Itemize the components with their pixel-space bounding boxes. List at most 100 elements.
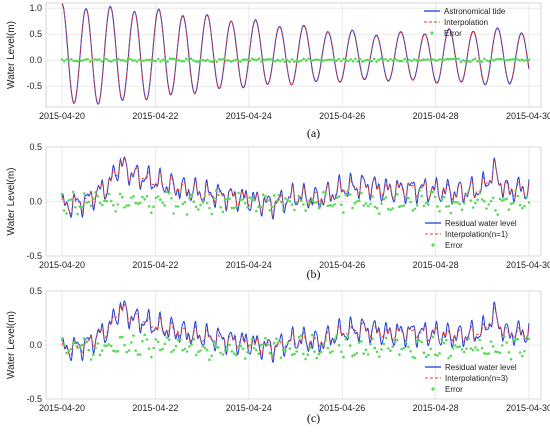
error-point xyxy=(357,199,361,203)
error-point xyxy=(445,205,448,208)
error-point xyxy=(234,58,237,62)
error-point xyxy=(462,59,465,62)
error-point xyxy=(304,209,307,212)
error-point xyxy=(181,349,184,352)
error-point xyxy=(100,349,104,352)
error-point xyxy=(323,59,327,62)
error-point xyxy=(462,201,466,205)
error-point xyxy=(93,58,97,61)
error-point xyxy=(293,352,296,356)
error-point xyxy=(141,339,144,343)
error-point xyxy=(246,206,249,209)
error-point xyxy=(436,354,439,357)
error-point xyxy=(427,203,430,206)
error-point xyxy=(107,59,111,62)
error-point xyxy=(133,59,136,62)
error-point xyxy=(523,204,526,208)
error-point xyxy=(107,192,111,196)
error-point xyxy=(134,201,137,205)
error-point xyxy=(416,339,419,343)
error-point xyxy=(349,58,352,61)
error-point xyxy=(128,57,132,61)
error-point xyxy=(259,205,263,209)
error-point xyxy=(271,60,275,63)
error-point xyxy=(398,59,402,63)
error-point xyxy=(84,58,87,61)
error-point xyxy=(170,350,173,354)
error-point xyxy=(235,205,238,209)
error-point xyxy=(164,59,167,62)
error-point xyxy=(154,338,158,341)
error-point xyxy=(335,59,338,62)
error-point xyxy=(173,57,176,61)
error-point xyxy=(513,58,517,61)
error-point xyxy=(223,197,227,201)
error-point xyxy=(505,341,509,344)
error-point xyxy=(527,201,531,204)
x-tick-label: 2015-04-28 xyxy=(413,260,459,270)
error-point xyxy=(389,57,392,61)
error-point xyxy=(459,60,463,63)
error-point xyxy=(337,195,341,198)
error-point xyxy=(391,207,395,210)
error-point xyxy=(409,200,412,204)
error-point xyxy=(60,58,64,61)
error-point xyxy=(220,58,223,61)
error-point xyxy=(337,343,341,347)
error-point xyxy=(248,59,251,63)
error-point xyxy=(288,60,291,63)
error-point xyxy=(152,59,155,62)
error-point xyxy=(70,58,73,61)
error-point xyxy=(208,358,211,362)
error-point xyxy=(480,346,484,350)
error-point xyxy=(346,334,350,338)
error-point xyxy=(145,338,149,341)
error-point xyxy=(449,211,453,215)
error-point xyxy=(279,356,283,360)
error-point xyxy=(518,59,521,62)
error-point xyxy=(449,354,453,358)
error-point xyxy=(76,346,79,350)
error-point xyxy=(494,58,498,61)
error-point xyxy=(293,208,296,212)
error-point xyxy=(438,210,441,213)
error-point xyxy=(112,203,115,207)
x-tick-label: 2015-04-26 xyxy=(319,403,365,413)
error-point xyxy=(87,348,91,352)
error-point xyxy=(411,355,415,359)
error-point xyxy=(521,354,524,358)
error-point xyxy=(337,57,341,61)
error-point xyxy=(483,352,486,355)
error-point xyxy=(277,340,281,343)
error-point xyxy=(138,353,142,356)
error-point xyxy=(317,352,321,356)
error-point xyxy=(424,355,428,359)
error-point xyxy=(161,347,164,351)
error-point xyxy=(457,57,460,61)
error-point xyxy=(261,193,265,196)
error-point xyxy=(306,200,310,204)
error-point xyxy=(389,208,392,212)
error-point xyxy=(206,58,209,62)
error-point xyxy=(259,343,263,347)
error-point xyxy=(483,57,486,61)
error-point xyxy=(436,59,439,62)
error-point xyxy=(277,193,281,197)
error-point xyxy=(380,348,383,351)
error-point xyxy=(351,354,354,358)
error-point xyxy=(295,59,299,63)
error-point xyxy=(384,58,388,61)
error-point xyxy=(74,59,78,63)
error-point xyxy=(65,212,68,215)
error-point xyxy=(386,59,390,63)
error-point xyxy=(328,351,332,354)
error-point xyxy=(98,201,102,205)
error-point xyxy=(230,206,234,210)
error-point xyxy=(192,338,196,341)
error-point xyxy=(364,202,368,205)
error-point xyxy=(516,194,520,198)
error-point xyxy=(410,59,414,63)
error-point xyxy=(260,60,263,63)
error-point xyxy=(299,334,303,337)
